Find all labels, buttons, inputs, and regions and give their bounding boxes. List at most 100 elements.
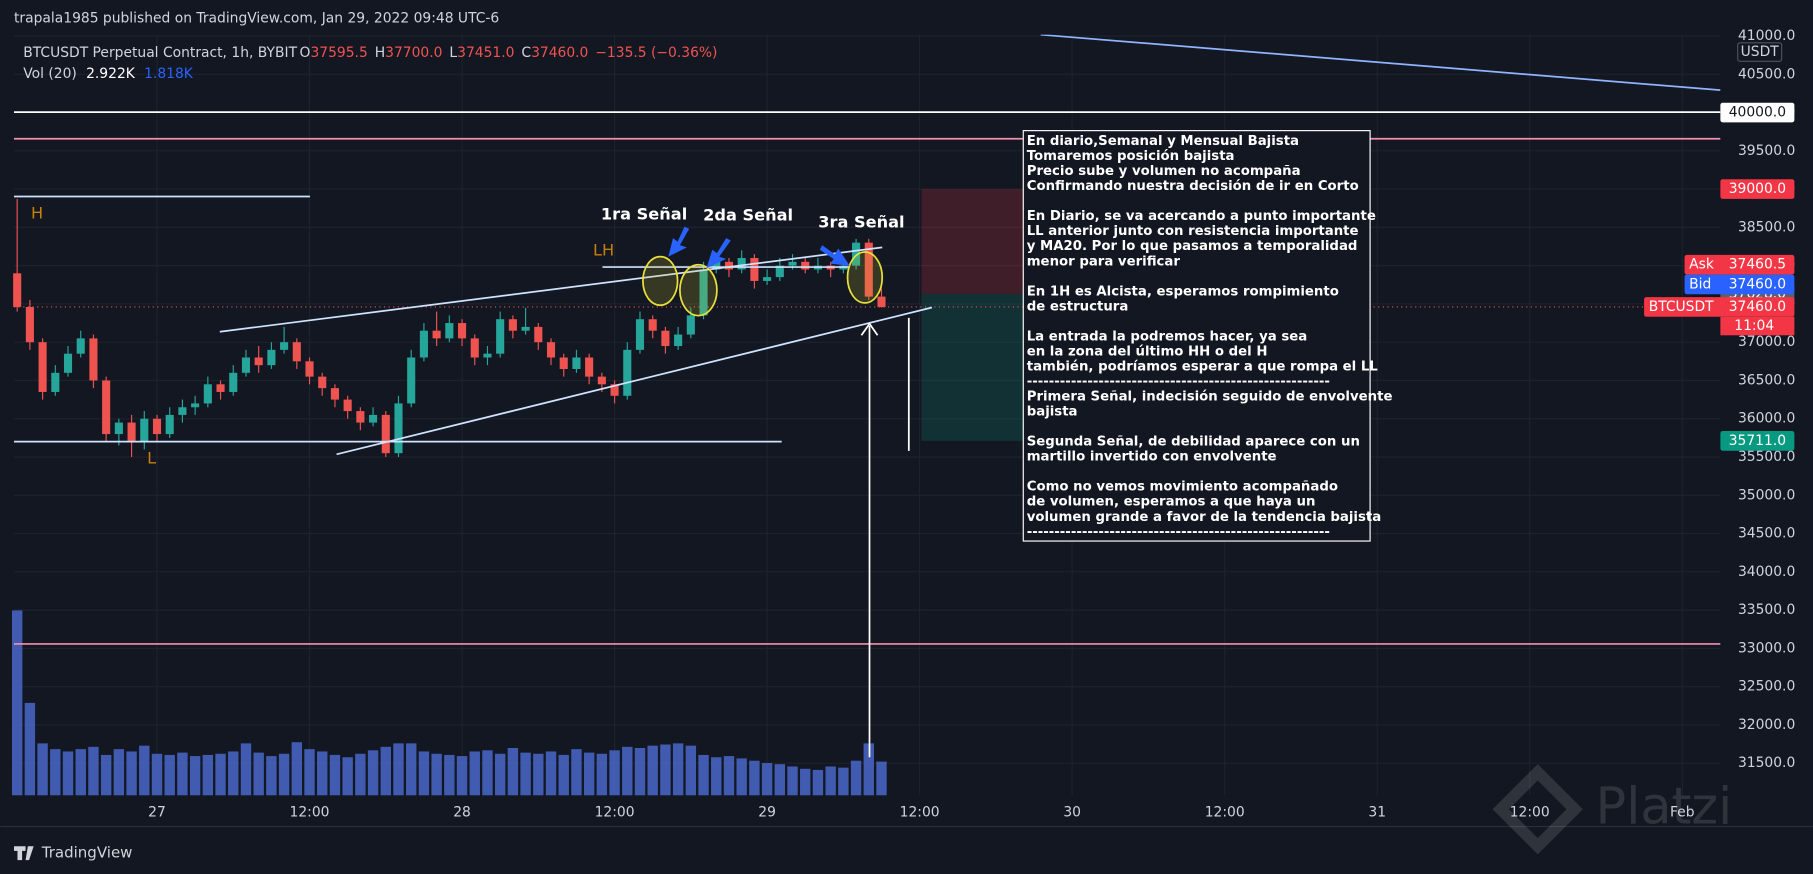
quote-tag [1684,254,1795,275]
volume-bar [609,750,620,796]
candle-body [216,384,225,392]
note-box [1022,130,1371,542]
volume-bar [444,754,455,796]
volume-bar [800,768,811,796]
highlight [846,251,884,304]
quote-value: 37460.0 [1729,276,1786,292]
drawings [14,33,1721,758]
candle-body [102,380,111,435]
candle-body [381,414,390,454]
candle-body [178,407,187,415]
candle-body [445,323,454,339]
candle-body [191,403,200,408]
note-line: y MA20. Por lo que pasamos a temporalida… [1027,239,1358,254]
note-line: martillo invertido con envolvente [1027,450,1277,465]
volume-bar [660,744,671,796]
candle-body [114,422,123,435]
volume-bar [749,760,760,796]
volume-bar [406,743,417,796]
note-line: bajista [1027,405,1078,420]
candle-body [546,342,556,358]
candle-body [407,357,416,404]
axes: 31500.0 32000.0 32500.0 33000.0 33500.0 34000… [148,28,1795,821]
trend-line [1040,33,1721,92]
note-line: ----------------------------------------… [1027,525,1330,540]
x-tick-label: 12:00 [1205,805,1245,821]
price-tag-label: 39000.0 [1729,181,1786,197]
candle-body [763,277,772,281]
y-tick-label: 37000.0 [1738,334,1795,350]
candle-body [788,261,797,266]
quote-tag [1644,297,1795,317]
x-tick-label: 12:00 [900,805,940,821]
candle-body [140,418,149,442]
header-bar [0,0,1813,35]
volume-bar [50,749,61,796]
footer: TradingView [41,844,133,862]
volume-bar [761,763,773,796]
volume-bar [838,767,849,796]
candle-body [521,326,530,331]
volume-bar [507,747,519,796]
volume-bar [151,753,163,796]
y-tick-label: 35500.0 [1738,449,1795,465]
candle-body [483,353,492,358]
volume-bar [469,751,480,796]
candle-body [458,323,467,339]
candle-body [648,319,657,331]
note-line: Primera Señal, indecisión seguido de env… [1027,389,1393,405]
volume-bar [24,702,36,796]
note-line: menor para verificar [1027,254,1181,269]
volume-bar [11,610,23,796]
volume-bar [787,766,798,796]
candle-body [89,338,98,381]
vol-ma: 1.818K [144,66,194,82]
arrow-icon [819,245,850,266]
candle-body [241,357,251,373]
volume-bar [723,756,735,796]
note-line: La entrada la podremos hacer, ya sea [1027,329,1307,344]
price-tag [1720,102,1795,123]
note-line: LL anterior junto con resistencia import… [1027,224,1359,239]
candle-body [585,357,594,377]
highlight [642,255,679,307]
y-tick-label: 39500.0 [1738,143,1795,159]
legend: BTCUSDT Perpetual Contract, 1h, BYBIT O 37… [23,45,717,82]
candle-body [394,403,403,454]
ohlc-key: C [521,45,531,61]
y-tick-label: 32000.0 [1738,717,1795,733]
candle-body [775,265,784,278]
note-line: Precio sube y volumen no acompaña [1027,164,1301,179]
candle-body [432,330,441,339]
ohlc-key: L [449,45,457,61]
candle-body [737,257,746,270]
annotation: H [31,203,43,222]
arrow-icon [706,238,731,269]
candle-body [254,357,263,366]
candle-body [750,257,759,281]
y-tick-label: 36500.0 [1738,372,1795,388]
volume-bar [482,750,493,796]
candle-body [496,319,505,354]
price-tag [1720,431,1795,451]
volume-bar [240,743,252,796]
candle-body [572,357,581,369]
volume-bar [189,756,201,796]
arrow-head [860,322,879,336]
candle-body [852,242,861,266]
annotation: L [147,448,156,467]
candle-body [25,306,34,343]
candle-body [686,315,695,335]
y-tick-label: 41000.0 [1738,28,1795,44]
time-axis [0,795,1813,874]
vol-name: Vol (20) [23,66,77,82]
volume-bar [177,752,188,796]
candle-body [369,414,378,423]
candle-body [597,376,606,385]
candle-body [801,261,810,270]
volume-bar [37,743,48,796]
y-tick-label: 38500.0 [1738,219,1795,235]
volume-bar [647,745,658,796]
x-tick-label: 27 [148,805,166,821]
